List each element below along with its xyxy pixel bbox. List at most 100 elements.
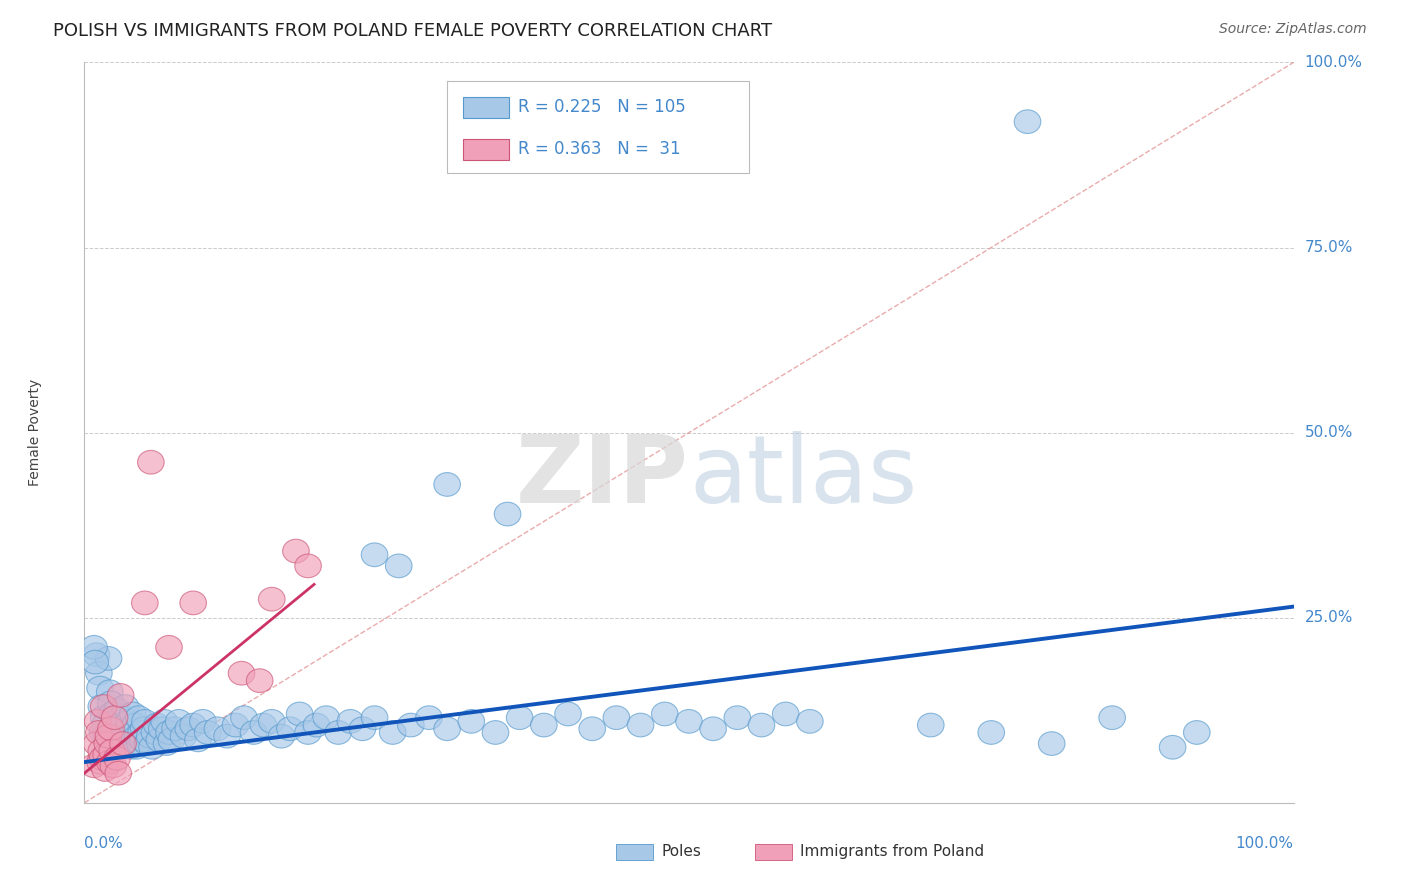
Ellipse shape — [107, 714, 134, 737]
Ellipse shape — [1184, 721, 1211, 744]
Ellipse shape — [104, 698, 131, 723]
Ellipse shape — [184, 728, 211, 752]
Ellipse shape — [100, 728, 127, 752]
Ellipse shape — [228, 661, 254, 685]
Ellipse shape — [94, 731, 121, 756]
Ellipse shape — [83, 731, 110, 756]
Ellipse shape — [97, 750, 124, 774]
Ellipse shape — [797, 709, 823, 733]
Ellipse shape — [176, 717, 201, 740]
FancyBboxPatch shape — [755, 844, 792, 860]
Text: ZIP: ZIP — [516, 431, 689, 523]
Ellipse shape — [194, 721, 221, 744]
Ellipse shape — [506, 706, 533, 730]
Text: Source: ZipAtlas.com: Source: ZipAtlas.com — [1219, 22, 1367, 37]
Text: 0.0%: 0.0% — [84, 836, 124, 851]
Ellipse shape — [180, 714, 207, 737]
Ellipse shape — [918, 714, 943, 737]
Ellipse shape — [80, 754, 107, 778]
Ellipse shape — [325, 721, 352, 744]
Ellipse shape — [104, 747, 131, 770]
Ellipse shape — [115, 709, 142, 733]
FancyBboxPatch shape — [463, 139, 509, 161]
Ellipse shape — [101, 706, 128, 730]
Ellipse shape — [90, 695, 117, 718]
Ellipse shape — [129, 728, 156, 752]
Ellipse shape — [132, 591, 157, 615]
Ellipse shape — [156, 721, 183, 744]
Ellipse shape — [91, 757, 118, 781]
Ellipse shape — [111, 721, 138, 744]
Ellipse shape — [90, 706, 117, 730]
Ellipse shape — [222, 714, 249, 737]
Ellipse shape — [204, 717, 231, 740]
Ellipse shape — [398, 714, 425, 737]
Ellipse shape — [295, 721, 322, 744]
Ellipse shape — [110, 731, 136, 756]
Ellipse shape — [127, 731, 153, 756]
Ellipse shape — [121, 728, 148, 752]
Ellipse shape — [141, 721, 167, 744]
Ellipse shape — [153, 731, 180, 756]
Ellipse shape — [180, 591, 207, 615]
Text: Poles: Poles — [661, 844, 702, 859]
Ellipse shape — [724, 706, 751, 730]
Ellipse shape — [98, 702, 125, 726]
Ellipse shape — [105, 724, 132, 748]
Ellipse shape — [1014, 110, 1040, 134]
Ellipse shape — [651, 702, 678, 726]
Ellipse shape — [107, 683, 134, 707]
Ellipse shape — [120, 702, 146, 726]
Ellipse shape — [1099, 706, 1125, 730]
Ellipse shape — [149, 717, 174, 740]
Ellipse shape — [162, 717, 188, 740]
Ellipse shape — [89, 747, 115, 770]
Ellipse shape — [380, 721, 406, 744]
Ellipse shape — [105, 762, 132, 785]
Ellipse shape — [337, 709, 364, 733]
Ellipse shape — [112, 695, 139, 718]
Ellipse shape — [361, 706, 388, 730]
Ellipse shape — [416, 706, 443, 730]
Ellipse shape — [132, 709, 157, 733]
Text: 75.0%: 75.0% — [1305, 240, 1353, 255]
Ellipse shape — [80, 635, 107, 659]
Ellipse shape — [93, 743, 120, 766]
Ellipse shape — [277, 717, 304, 740]
FancyBboxPatch shape — [463, 97, 509, 118]
Ellipse shape — [214, 724, 240, 748]
Ellipse shape — [84, 709, 111, 733]
Ellipse shape — [150, 709, 177, 733]
Ellipse shape — [110, 731, 136, 756]
Ellipse shape — [240, 721, 267, 744]
Ellipse shape — [128, 721, 155, 744]
Ellipse shape — [118, 721, 145, 744]
Ellipse shape — [482, 721, 509, 744]
Ellipse shape — [772, 702, 799, 726]
Ellipse shape — [385, 554, 412, 578]
Ellipse shape — [170, 724, 197, 748]
Ellipse shape — [97, 717, 124, 740]
Ellipse shape — [122, 714, 149, 737]
Ellipse shape — [89, 695, 115, 718]
Ellipse shape — [295, 554, 322, 578]
Ellipse shape — [93, 724, 120, 748]
Ellipse shape — [87, 676, 114, 700]
Ellipse shape — [146, 728, 173, 752]
Ellipse shape — [495, 502, 520, 526]
Ellipse shape — [105, 717, 132, 740]
Ellipse shape — [246, 669, 273, 692]
Ellipse shape — [458, 709, 485, 733]
Ellipse shape — [115, 717, 141, 740]
Ellipse shape — [156, 635, 183, 659]
Ellipse shape — [579, 717, 606, 740]
Ellipse shape — [434, 717, 460, 740]
Ellipse shape — [96, 647, 122, 670]
Ellipse shape — [283, 540, 309, 563]
Ellipse shape — [434, 473, 460, 496]
Ellipse shape — [603, 706, 630, 730]
Text: R = 0.225   N = 105: R = 0.225 N = 105 — [519, 98, 686, 116]
Ellipse shape — [157, 728, 184, 752]
Ellipse shape — [89, 739, 115, 763]
Ellipse shape — [627, 714, 654, 737]
